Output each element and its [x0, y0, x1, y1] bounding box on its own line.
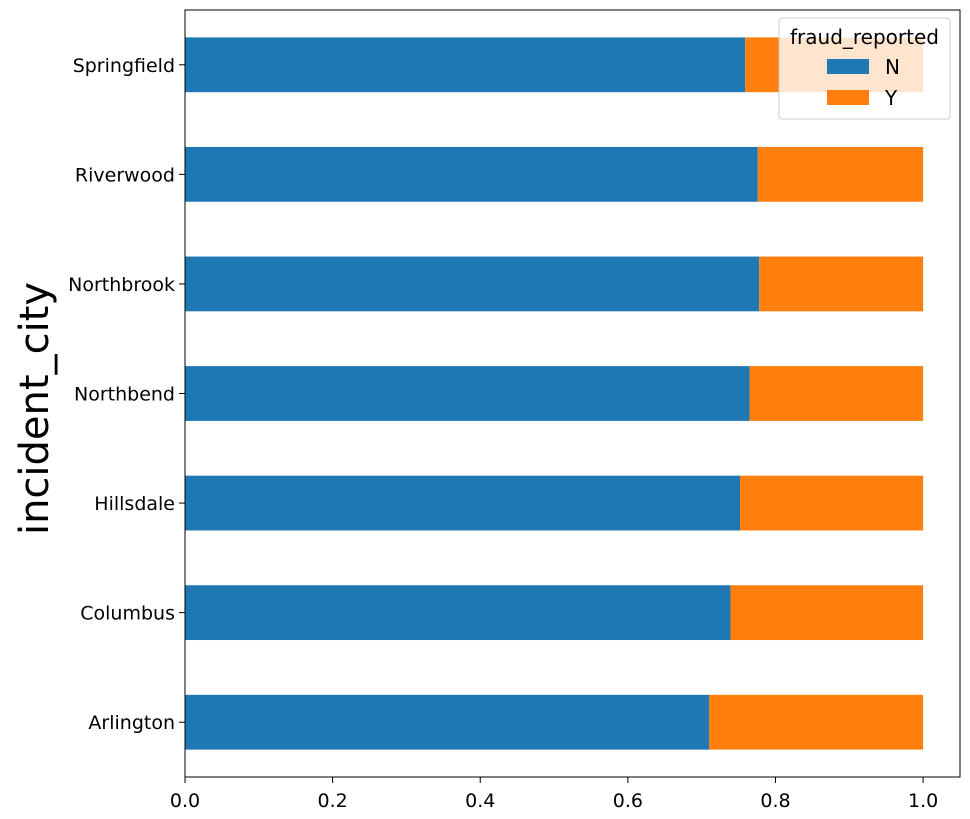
x-tick-label: 1.0 [908, 790, 938, 812]
y-tick-label-riverwood: Riverwood [75, 164, 175, 186]
bar-n-columbus [185, 585, 731, 641]
x-tick-label: 0.0 [170, 790, 200, 812]
x-tick-label: 0.2 [318, 790, 348, 812]
bar-n-arlington [185, 694, 710, 750]
bar-n-riverwood [185, 146, 758, 202]
bar-y-columbus [730, 585, 924, 641]
bar-y-riverwood [757, 146, 924, 202]
bar-y-hillsdale [740, 475, 924, 531]
legend-items: NY [827, 55, 900, 110]
legend-swatch-n [827, 59, 869, 74]
legend-swatch-y [827, 90, 869, 105]
bar-n-hillsdale [185, 475, 741, 531]
y-axis-label: incident_city [12, 282, 58, 535]
y-axis: Arlington Columbus Hillsdale Northbend North… [68, 55, 185, 734]
bars-layer [185, 37, 924, 750]
x-tick-label: 0.8 [760, 790, 790, 812]
legend-label-n: N [885, 55, 900, 79]
y-tick-label-springfield: Springfield [73, 55, 175, 77]
y-tick-label-columbus: Columbus [80, 603, 175, 625]
y-tick-label-northbrook: Northbrook [68, 274, 175, 296]
y-tick-label-northbend: Northbend [74, 384, 175, 406]
bar-y-northbend [749, 366, 924, 421]
bar-n-springfield [185, 37, 746, 93]
legend-title: fraud_reported [790, 25, 939, 49]
bar-y-arlington [709, 694, 924, 750]
y-tick-label-arlington: Arlington [88, 712, 175, 734]
x-axis: 0.0 0.2 0.4 0.6 0.8 1.0 [170, 777, 938, 812]
bar-n-northbrook [185, 256, 760, 312]
bar-y-northbrook [759, 256, 924, 312]
bar-n-northbend [185, 366, 750, 421]
x-tick-label: 0.4 [465, 790, 495, 812]
x-tick-label: 0.6 [613, 790, 643, 812]
legend: fraud_reported NY [778, 17, 951, 120]
legend-label-y: Y [884, 86, 898, 110]
y-tick-label-hillsdale: Hillsdale [94, 493, 175, 515]
